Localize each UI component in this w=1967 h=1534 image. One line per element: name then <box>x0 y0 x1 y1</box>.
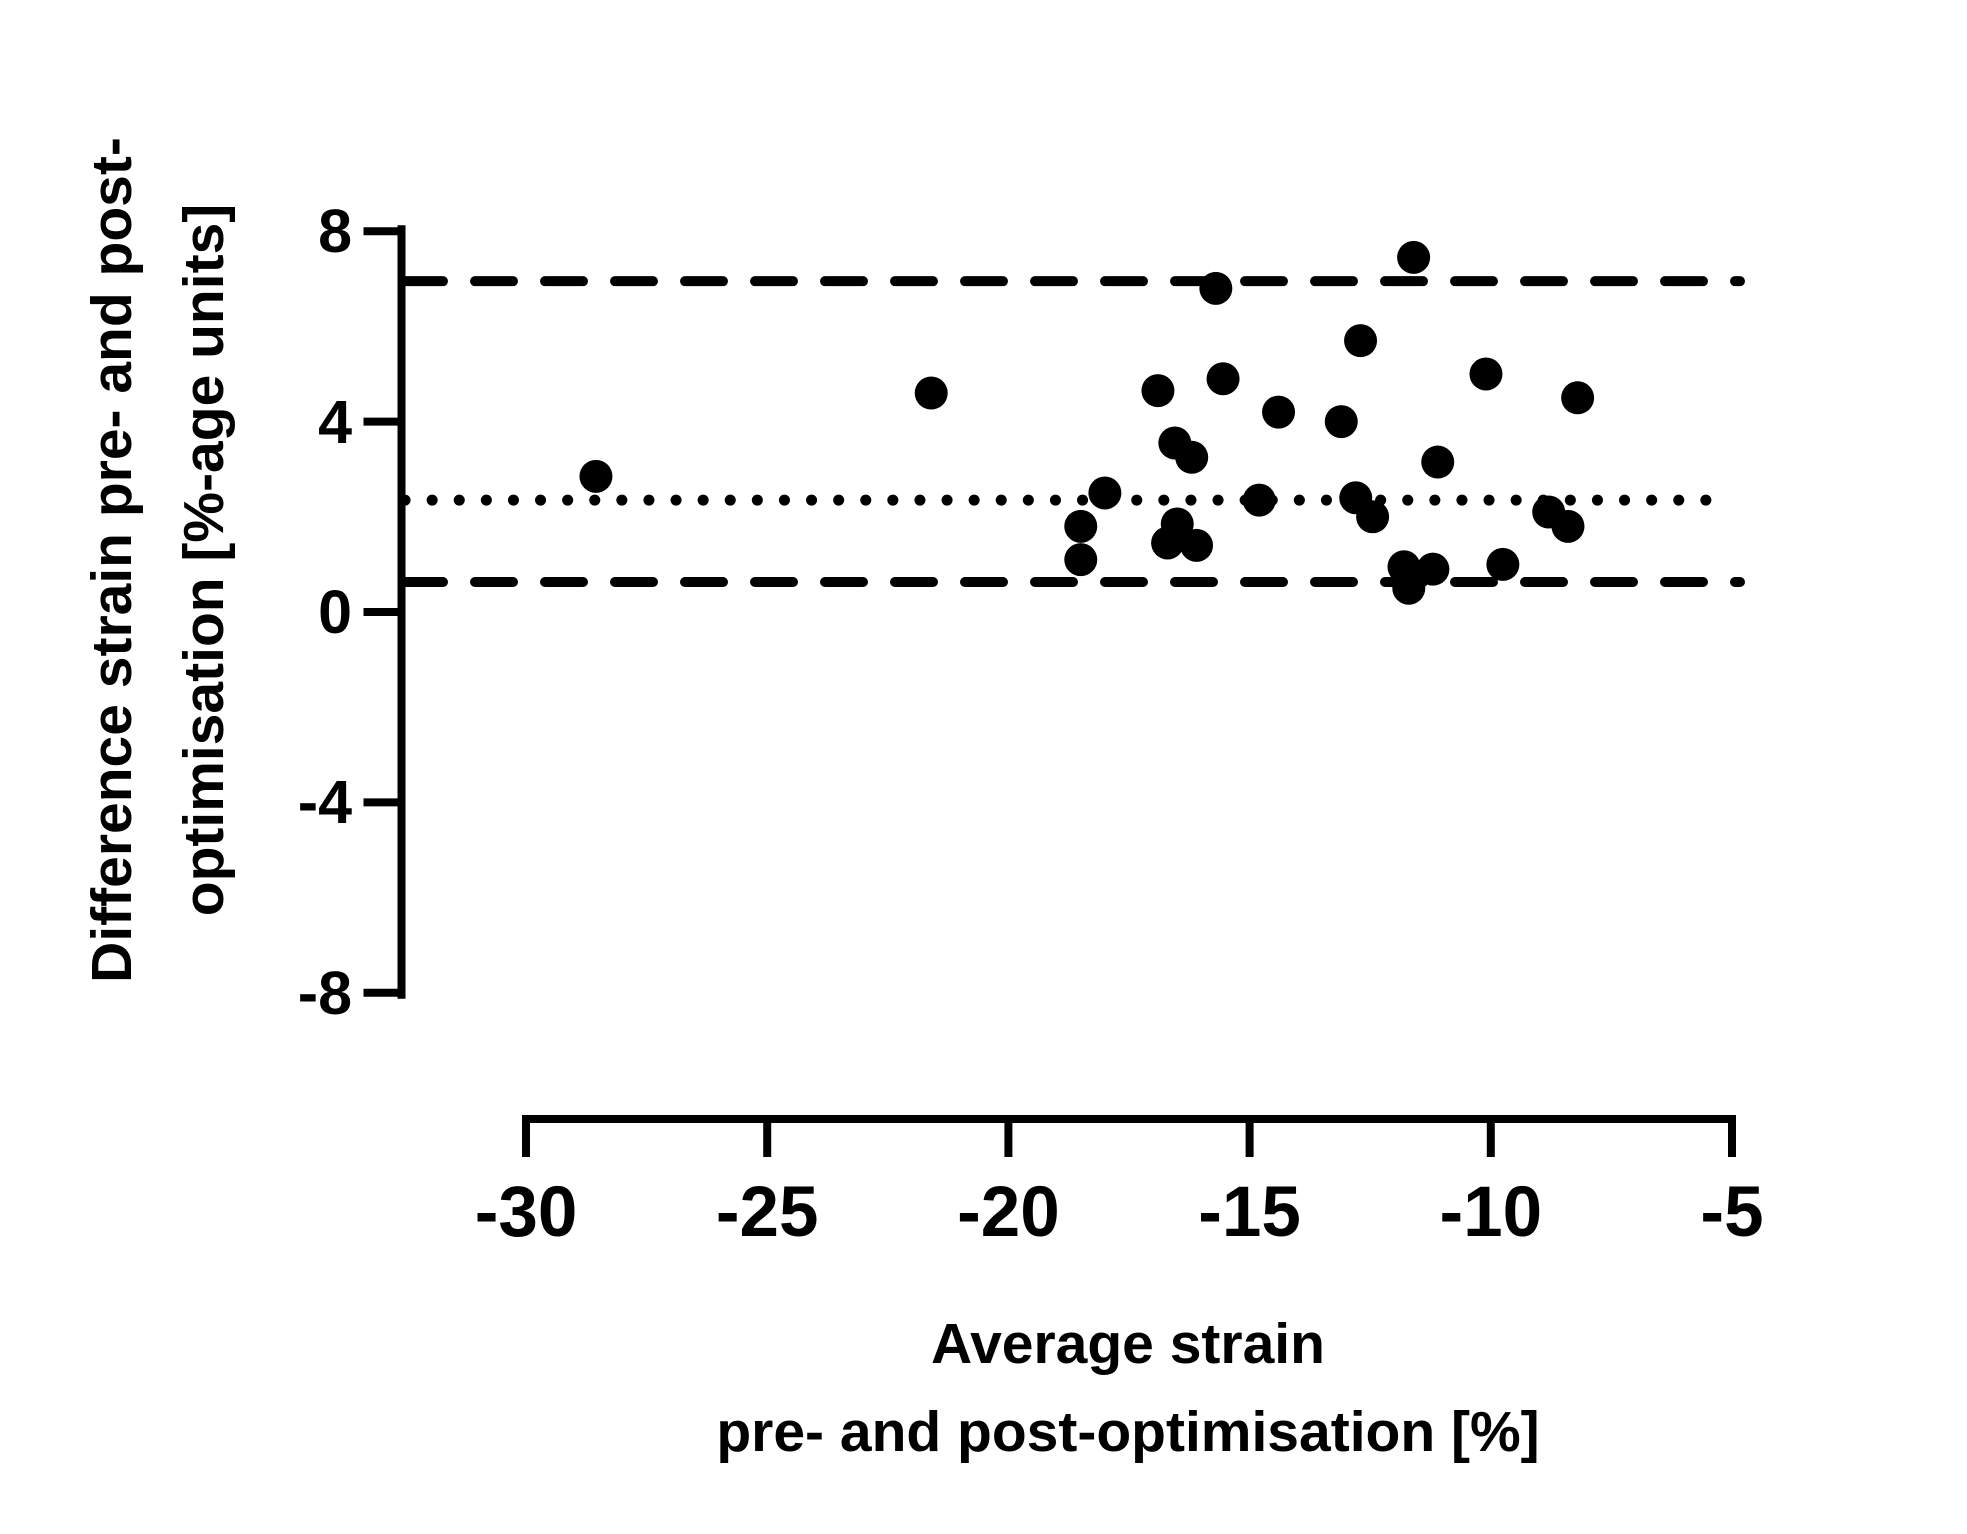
data-point-11 <box>1199 271 1233 305</box>
data-point-20 <box>1421 445 1455 479</box>
x-axis-title: Average strain pre- and post-optimisatio… <box>716 1300 1539 1476</box>
data-point-5 <box>1141 374 1175 408</box>
data-point-16 <box>1344 324 1378 358</box>
data-point-25 <box>1486 547 1520 581</box>
data-point-0 <box>579 459 613 493</box>
data-point-9 <box>1151 526 1185 560</box>
data-point-22 <box>1416 552 1450 586</box>
y-tick-label-0: 0 <box>318 578 352 646</box>
data-point-1 <box>914 376 948 410</box>
data-point-3 <box>1064 543 1098 577</box>
y-axis-title: Difference strain pre- and post- optimis… <box>66 137 250 983</box>
data-point-10 <box>1180 528 1214 562</box>
data-point-23 <box>1392 571 1426 605</box>
data-point-28 <box>1561 381 1595 415</box>
x-tick-label--25: -25 <box>715 1173 819 1252</box>
x-tick-label--20: -20 <box>957 1173 1060 1252</box>
y-tick-label-4: 4 <box>318 387 352 456</box>
data-point-24 <box>1469 357 1503 391</box>
data-point-2 <box>1064 509 1098 543</box>
y-axis-title-line2: optimisation [%-age units] <box>172 203 236 917</box>
data-point-12 <box>1206 362 1240 396</box>
data-point-15 <box>1324 405 1358 439</box>
data-point-14 <box>1262 395 1296 429</box>
data-point-19 <box>1397 240 1431 274</box>
y-axis-title-line1: Difference strain pre- and post- <box>80 137 144 983</box>
y-tick-label--8: -8 <box>297 958 352 1027</box>
y-tick-label--4: -4 <box>297 768 352 837</box>
data-point-27 <box>1551 509 1585 543</box>
data-point-7 <box>1175 440 1209 474</box>
data-point-4 <box>1088 476 1122 510</box>
x-tick-label--5: -5 <box>1700 1173 1764 1252</box>
x-axis-title-line2: pre- and post-optimisation [%] <box>716 1400 1540 1464</box>
y-tick-label-8: 8 <box>318 197 352 266</box>
x-tick-label--15: -15 <box>1198 1173 1301 1252</box>
data-point-13 <box>1242 483 1276 517</box>
data-point-18 <box>1356 500 1390 534</box>
x-tick-label--30: -30 <box>474 1173 578 1252</box>
x-tick-label--10: -10 <box>1439 1173 1543 1252</box>
x-axis-title-line1: Average strain <box>931 1312 1325 1376</box>
